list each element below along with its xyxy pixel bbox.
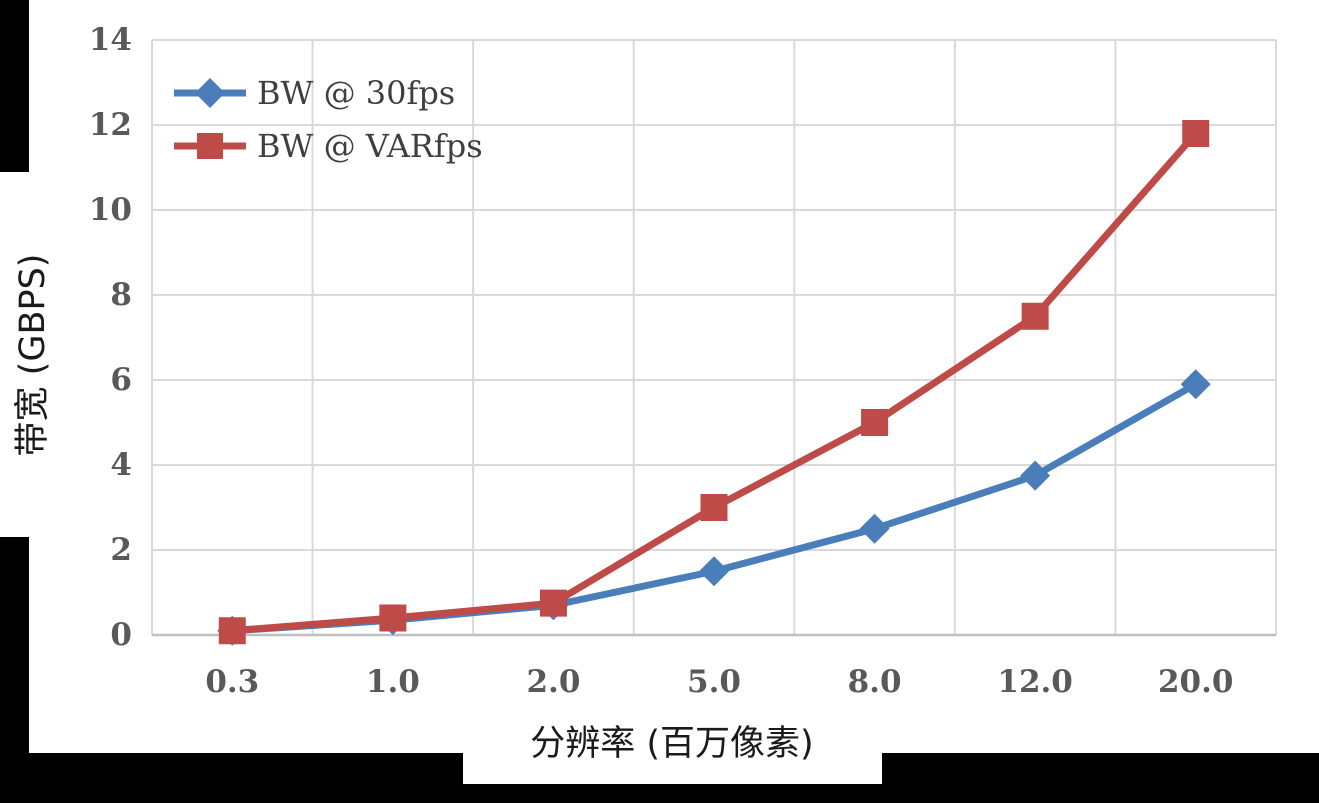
data-point-marker xyxy=(539,589,567,617)
data-point-marker xyxy=(1021,302,1049,330)
data-point-marker xyxy=(699,556,729,587)
x-axis-title: 分辨率 (百万像素) xyxy=(530,724,814,764)
y-tick-label: 14 xyxy=(88,22,132,58)
data-point-marker xyxy=(700,494,728,521)
y-tick-label: 2 xyxy=(110,532,132,568)
legend-item-1: BW @ VARfps xyxy=(172,123,483,169)
y-axis-title: 带宽 (GBPS) xyxy=(13,253,53,457)
square-legend-marker-icon xyxy=(174,133,246,159)
x-tick-label: 5.0 xyxy=(687,664,741,700)
series-line-1 xyxy=(228,130,1200,635)
x-tick-label: 1.0 xyxy=(365,664,420,700)
x-tick-label: 0.3 xyxy=(205,664,260,700)
data-point-marker xyxy=(1180,369,1211,400)
chart-legend: BW @ 30fps BW @ VARfps xyxy=(172,70,483,176)
legend-label: BW @ 30fps xyxy=(257,74,456,112)
legend-label: BW @ VARfps xyxy=(257,127,483,165)
legend-item-0: BW @ 30fps xyxy=(172,70,483,116)
x-tick-label: 12.0 xyxy=(997,664,1073,700)
y-tick-label: 0 xyxy=(110,617,132,653)
diamond-legend-marker-icon xyxy=(174,78,246,108)
y-tick-label: 12 xyxy=(88,107,132,143)
y-tick-label: 6 xyxy=(110,362,132,398)
y-tick-label: 10 xyxy=(88,192,132,228)
data-point-marker xyxy=(218,617,246,645)
data-point-marker xyxy=(1182,120,1210,147)
data-point-marker xyxy=(379,604,407,632)
x-tick-label: 2.0 xyxy=(526,664,581,700)
data-point-marker xyxy=(859,513,890,544)
y-axis-label-box xyxy=(0,172,86,537)
data-point-marker xyxy=(1020,460,1051,491)
y-tick-label: 4 xyxy=(110,447,132,483)
x-axis-label-box xyxy=(463,753,882,784)
data-point-marker xyxy=(861,409,889,436)
x-tick-label: 8.0 xyxy=(847,664,902,700)
y-tick-label: 8 xyxy=(110,277,132,313)
x-tick-label: 20.0 xyxy=(1157,664,1234,700)
